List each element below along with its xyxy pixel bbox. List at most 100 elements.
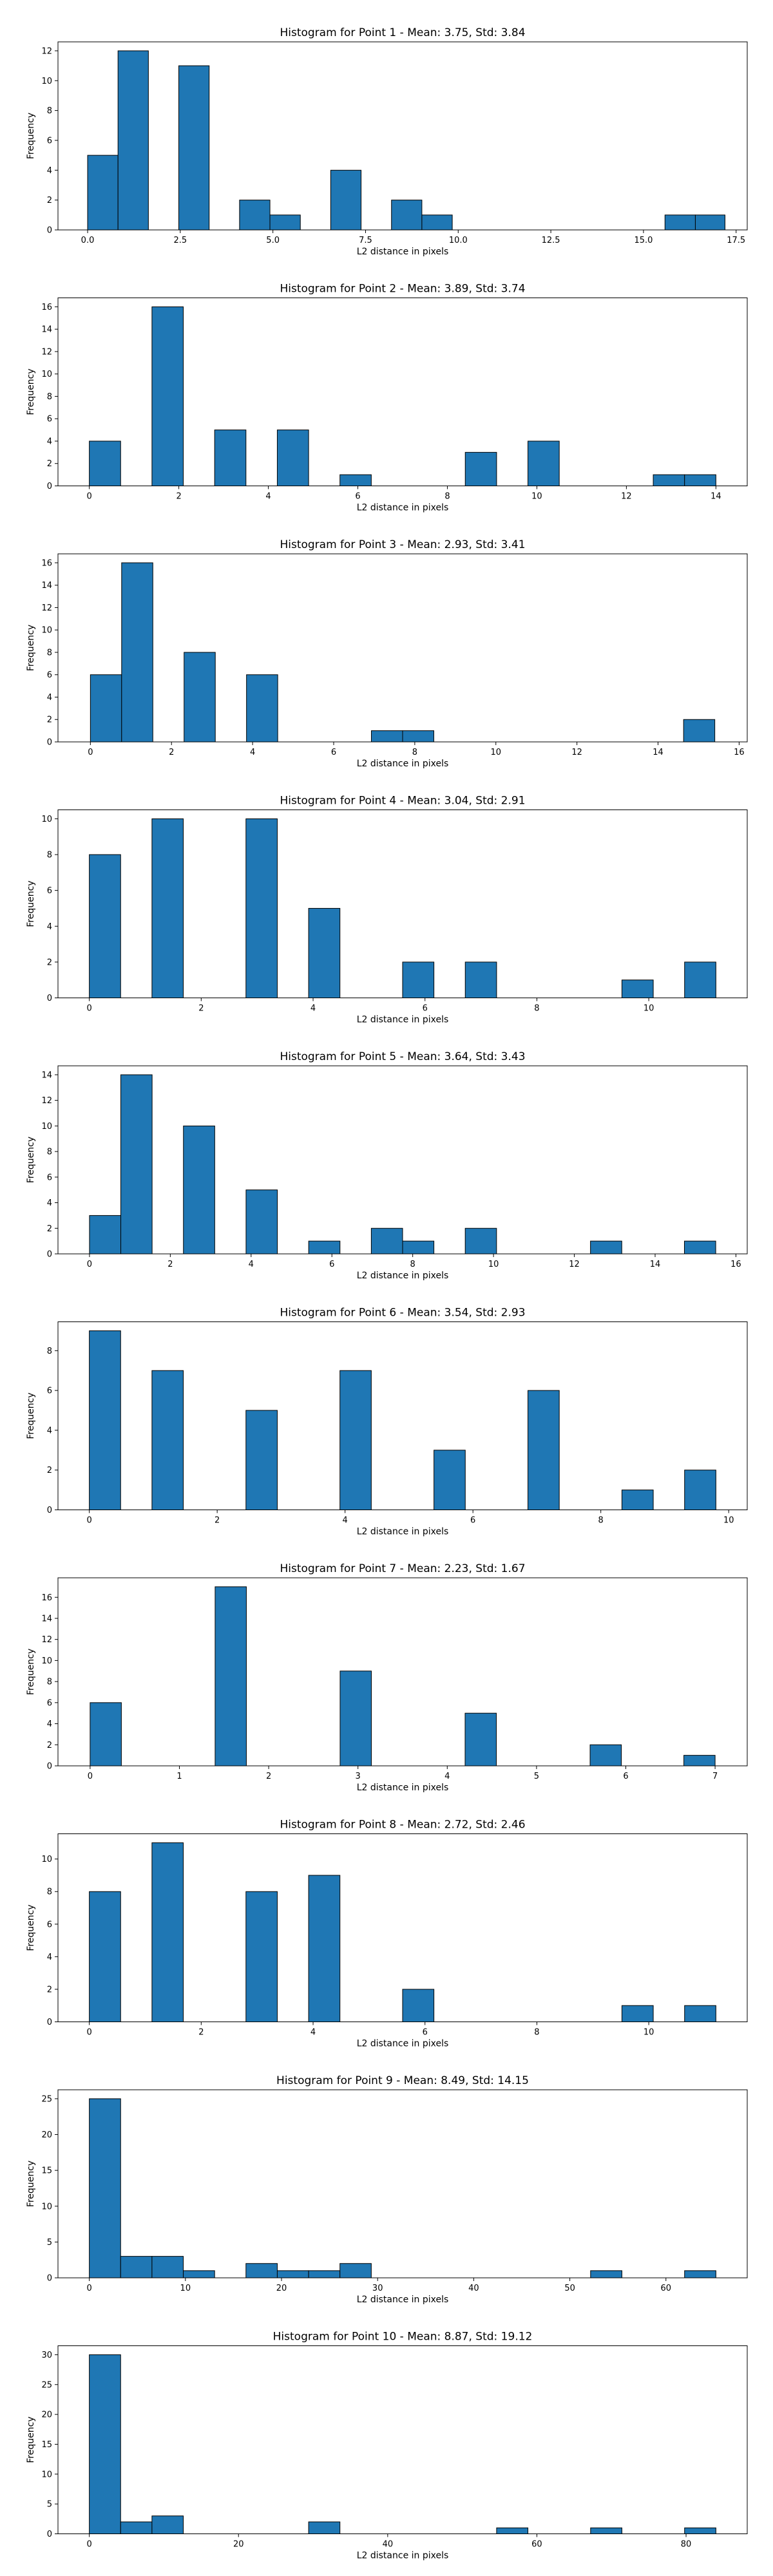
y-tick-label: 2: [47, 459, 52, 469]
y-tick-label: 0: [47, 1250, 52, 1260]
x-tick-label: 8: [412, 748, 417, 757]
histogram-bar: [89, 2098, 121, 2278]
x-tick-label: 1: [177, 1772, 182, 1781]
chart-title: Histogram for Point 5 - Mean: 3.64, Std:…: [280, 1050, 525, 1063]
x-tick-label: 40: [383, 2540, 394, 2550]
histogram-bar: [178, 65, 210, 231]
histogram-bar: [245, 1410, 278, 1511]
x-tick-label: 6: [331, 748, 336, 757]
histogram-bar: [402, 1989, 435, 2023]
x-tick-label: 12: [569, 1260, 580, 1269]
x-tick-label: 6: [423, 1004, 428, 1014]
y-tick-label: 8: [47, 106, 52, 116]
histogram-bar: [184, 652, 216, 743]
x-tick-label: 8: [534, 1004, 539, 1014]
plot-frame: [57, 298, 748, 486]
histogram-bar: [339, 1671, 372, 1766]
histogram-10: Histogram for Point 10 - Mean: 8.87, Std…: [26, 2331, 748, 2561]
y-axis-label: Frequency: [26, 2161, 36, 2207]
histogram-bar: [664, 214, 696, 231]
y-tick-label: 0: [47, 1506, 52, 1515]
x-tick-label: 6: [329, 1260, 334, 1269]
y-tick-label: 4: [47, 922, 52, 932]
histogram-bar: [89, 1215, 122, 1255]
y-tick-label: 0: [47, 738, 52, 748]
chart-title: Histogram for Point 2 - Mean: 3.89, Std:…: [280, 283, 525, 296]
x-tick-label: 10: [490, 748, 501, 757]
histogram-bar: [89, 2354, 121, 2535]
histogram-bar: [339, 1370, 372, 1510]
y-tick-label: 4: [47, 1198, 52, 1208]
y-tick-label: 5: [47, 2500, 52, 2510]
histogram-bar: [464, 451, 497, 486]
x-tick-label: 4: [343, 1516, 348, 1526]
x-tick-label: 10: [488, 1260, 499, 1269]
y-tick-label: 25: [41, 2094, 52, 2104]
x-tick-label: 80: [681, 2540, 692, 2550]
plot-frame: [57, 1577, 748, 1766]
x-tick-label: 17.5: [727, 236, 745, 245]
histogram-7: Histogram for Point 7 - Mean: 2.23, Std:…: [26, 1562, 748, 1793]
x-tick-label: 60: [531, 2540, 542, 2550]
histogram-bar: [89, 440, 121, 487]
x-tick-label: 4: [310, 1004, 316, 1014]
histogram-bar: [245, 1189, 278, 1255]
x-tick-label: 30: [372, 2284, 383, 2293]
y-tick-label: 10: [41, 1656, 52, 1666]
x-tick-label: 6: [470, 1516, 475, 1526]
x-tick-label: 6: [423, 2028, 428, 2038]
x-tick-label: 5: [534, 1772, 539, 1781]
x-tick-label: 50: [564, 2284, 575, 2293]
x-tick-label: 15.0: [634, 236, 653, 245]
y-tick-label: 8: [47, 648, 52, 658]
y-tick-label: 14: [41, 1614, 52, 1624]
y-tick-label: 10: [41, 626, 52, 636]
x-tick-label: 10: [644, 1004, 654, 1014]
x-tick-label: 0: [86, 492, 91, 502]
x-axis-label: L2 distance in pixels: [357, 2295, 449, 2305]
y-tick-label: 6: [47, 1387, 52, 1396]
histogram-bar: [120, 2256, 153, 2278]
y-tick-label: 10: [41, 77, 52, 86]
y-tick-label: 0: [47, 2274, 52, 2284]
x-axis-label: L2 distance in pixels: [357, 1015, 449, 1025]
x-tick-label: 0: [86, 1516, 91, 1526]
histogram-bar: [621, 1490, 654, 1511]
y-tick-label: 6: [47, 1698, 52, 1708]
histogram-bar: [528, 1390, 560, 1511]
x-tick-label: 4: [265, 492, 271, 502]
y-tick-label: 12: [41, 1635, 52, 1645]
x-tick-label: 5.0: [266, 236, 280, 245]
histogram-bar: [590, 2527, 622, 2535]
x-tick-label: 3: [356, 1772, 361, 1781]
y-tick-label: 2: [47, 958, 52, 967]
y-tick-label: 10: [41, 1855, 52, 1864]
x-axis-label: L2 distance in pixels: [357, 759, 449, 769]
x-tick-label: 0: [86, 1004, 91, 1014]
histogram-bar: [371, 730, 403, 743]
y-tick-label: 8: [47, 1148, 52, 1157]
histogram-bar: [90, 674, 122, 743]
histogram-bar: [464, 961, 497, 999]
x-tick-label: 8: [410, 1260, 415, 1269]
x-tick-label: 2: [176, 492, 181, 502]
histogram-bar: [151, 306, 184, 486]
y-tick-label: 8: [47, 1888, 52, 1897]
y-tick-label: 10: [41, 2202, 52, 2211]
x-tick-label: 4: [310, 2028, 316, 2038]
x-tick-label: 2: [169, 748, 174, 757]
y-tick-label: 14: [41, 581, 52, 591]
histogram-bar: [89, 854, 121, 998]
histogram-bar: [151, 2515, 184, 2534]
histogram-bar: [684, 2527, 716, 2535]
chart-title: Histogram for Point 10 - Mean: 8.87, Std…: [273, 2331, 533, 2344]
y-tick-label: 0: [47, 994, 52, 1003]
histogram-bar: [683, 1755, 716, 1766]
y-tick-label: 0: [47, 226, 52, 236]
y-tick-label: 0: [47, 482, 52, 491]
y-tick-label: 4: [47, 437, 52, 446]
y-tick-label: 6: [47, 136, 52, 146]
x-tick-label: 16: [734, 748, 745, 757]
y-tick-label: 15: [41, 2440, 52, 2450]
